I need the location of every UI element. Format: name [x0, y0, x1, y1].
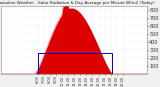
Title: Milwaukee Weather - Solar Radiation & Day Average per Minute W/m2 (Today): Milwaukee Weather - Solar Radiation & Da…	[0, 1, 155, 5]
Bar	[38, 53, 112, 74]
